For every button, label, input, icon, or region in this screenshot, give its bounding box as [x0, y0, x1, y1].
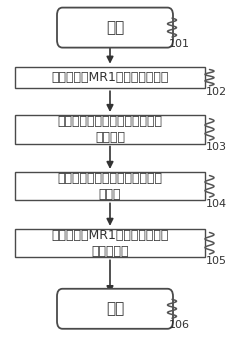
Text: 基础设备节点从下游接收到请求
地址消息: 基础设备节点从下游接收到请求 地址消息 — [58, 115, 162, 144]
Text: 移动路由器MR1创建一个随机数: 移动路由器MR1创建一个随机数 — [51, 71, 169, 84]
Text: 106: 106 — [168, 320, 190, 330]
Text: 结束: 结束 — [106, 301, 124, 316]
FancyBboxPatch shape — [57, 8, 173, 48]
FancyBboxPatch shape — [15, 229, 205, 257]
FancyBboxPatch shape — [15, 67, 205, 88]
FancyBboxPatch shape — [15, 172, 205, 200]
Text: 102: 102 — [206, 88, 227, 98]
Text: 开始: 开始 — [106, 20, 124, 35]
FancyBboxPatch shape — [15, 115, 205, 144]
Text: 104: 104 — [206, 199, 227, 209]
FancyBboxPatch shape — [57, 289, 173, 329]
Text: 基础设备节点从上游接口接收响
应消息: 基础设备节点从上游接口接收响 应消息 — [58, 172, 162, 201]
Text: 移动路由器MR1从上游接口节收
到响应消息: 移动路由器MR1从上游接口节收 到响应消息 — [51, 229, 169, 258]
Text: 105: 105 — [206, 256, 227, 266]
Text: 101: 101 — [168, 39, 190, 49]
Text: 103: 103 — [206, 142, 227, 152]
